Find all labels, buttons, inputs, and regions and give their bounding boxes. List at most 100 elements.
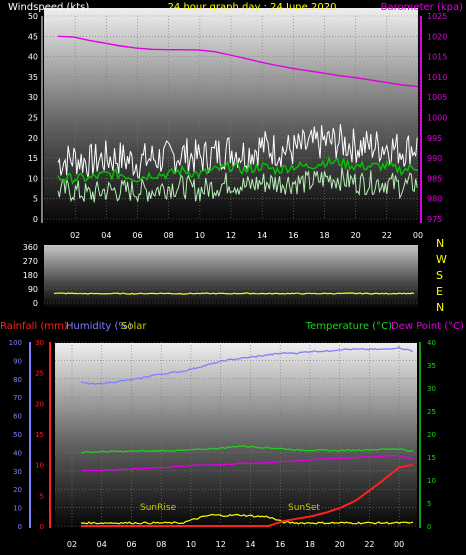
- weather-x-tick-label: 10: [186, 540, 196, 549]
- wind-tick-label: 0: [33, 215, 38, 224]
- wind-tick-label: 25: [28, 114, 38, 123]
- rainfall-tick-label: 30: [35, 339, 44, 347]
- temperature-tick-label: 20: [427, 431, 436, 439]
- weather-x-tick-label: 16: [275, 540, 285, 549]
- dewpoint-axis-label: Dew Point (°C): [391, 321, 464, 332]
- humidity-tick-label: 80: [13, 376, 22, 384]
- dewpoint-line: [80, 454, 414, 472]
- wind-x-tick-label: 08: [164, 231, 174, 240]
- humidity-tick-label: 50: [13, 431, 22, 439]
- wind-x-tick-label: 18: [319, 231, 329, 240]
- rainfall-axis-label: Rainfall (mm): [0, 321, 68, 332]
- sunset-annotation: SunSet: [288, 503, 320, 513]
- rainfall-tick-label: 20: [35, 400, 44, 408]
- wind-x-tick-label: 12: [226, 231, 236, 240]
- temperature-tick-label: 25: [427, 408, 436, 416]
- rainfall-tick-label: 10: [35, 462, 44, 470]
- wind-x-tick-label: 06: [132, 231, 142, 240]
- wind-tick-label: 5: [33, 195, 38, 204]
- weather-x-tick-label: 04: [97, 540, 107, 549]
- wind-x-tick-label: 14: [257, 231, 267, 240]
- wind-tick-label: 20: [28, 134, 38, 143]
- wind-tick-label: 15: [28, 154, 38, 163]
- temperature-tick-label: 30: [427, 385, 436, 393]
- humidity-tick-label: 60: [13, 413, 22, 421]
- direction-tick-label: 270: [23, 257, 38, 266]
- weather-x-tick-label: 06: [126, 540, 136, 549]
- wind-x-tick-label: 10: [195, 231, 205, 240]
- humidity-line: [80, 346, 414, 386]
- compass-label: N: [436, 237, 444, 250]
- wind-tick-label: 50: [28, 12, 38, 21]
- wind-min-line: [57, 167, 418, 203]
- temperature-tick-label: 35: [427, 362, 436, 370]
- rainfall-tick-label: 5: [40, 492, 44, 500]
- direction-tick-label: 0: [33, 299, 38, 308]
- weather-x-tick-label: 18: [305, 540, 315, 549]
- direction-line: [53, 292, 415, 295]
- rainfall-line: [81, 463, 414, 527]
- wind-x-tick-label: 16: [288, 231, 298, 240]
- barometer-tick-label: 975: [427, 215, 442, 224]
- weather-x-tick-label: 20: [335, 540, 345, 549]
- weather-panel-bg: [55, 343, 417, 528]
- sunrise-annotation: SunRise: [140, 503, 177, 513]
- wind-tick-label: 45: [28, 32, 38, 41]
- rainfall-tick-label: 0: [40, 523, 44, 531]
- wind-tick-label: 40: [28, 53, 38, 62]
- temperature-tick-label: 5: [427, 500, 431, 508]
- weather-x-tick-label: 08: [156, 540, 166, 549]
- temperature-tick-label: 0: [427, 523, 431, 531]
- wind-x-tick-label: 00: [413, 231, 423, 240]
- compass-label: W: [436, 253, 447, 266]
- humidity-tick-label: 0: [18, 523, 22, 531]
- temperature-tick-label: 15: [427, 454, 436, 462]
- weather-x-tick-label: 14: [245, 540, 255, 549]
- humidity-axis-label: Humidity (%): [66, 321, 132, 332]
- barometer-tick-label: 1005: [427, 93, 447, 102]
- barometer-tick-label: 1020: [427, 32, 447, 41]
- direction-tick-label: 360: [23, 243, 38, 252]
- barometer-axis-label: Barometer (kpa): [381, 2, 463, 13]
- temperature-line: [80, 444, 414, 454]
- solar-line: [80, 513, 414, 525]
- barometer-tick-label: 990: [427, 154, 442, 163]
- direction-tick-label: 90: [28, 285, 38, 294]
- rainfall-tick-label: 25: [35, 370, 44, 378]
- wind-x-tick-label: 02: [70, 231, 80, 240]
- wind-avg-line: [57, 155, 419, 186]
- wind-gust-line: [57, 124, 418, 179]
- wind-x-tick-label: 20: [351, 231, 361, 240]
- barometer-tick-label: 1015: [427, 53, 447, 62]
- wind-x-tick-label: 22: [382, 231, 392, 240]
- weather-x-tick-label: 02: [67, 540, 77, 549]
- barometer-tick-label: 995: [427, 134, 442, 143]
- barometer-tick-label: 1010: [427, 73, 447, 82]
- chart-title: 24 hour graph day : 24 June 2020: [168, 2, 337, 13]
- wind-axis-label: Windspeed (kts): [8, 2, 89, 13]
- barometer-tick-label: 1025: [427, 12, 447, 21]
- compass-label: E: [436, 285, 443, 298]
- barometer-tick-label: 1000: [427, 114, 447, 123]
- temperature-tick-label: 10: [427, 477, 436, 485]
- rainfall-tick-label: 15: [35, 431, 44, 439]
- weather-x-tick-label: 00: [394, 540, 404, 549]
- solar-axis-label: Solar: [121, 321, 147, 332]
- wind-tick-label: 30: [28, 93, 38, 102]
- compass-label: S: [436, 269, 443, 282]
- humidity-tick-label: 10: [13, 505, 22, 513]
- humidity-tick-label: 100: [9, 339, 22, 347]
- wind-tick-label: 35: [28, 73, 38, 82]
- humidity-tick-label: 40: [13, 449, 22, 457]
- weather-x-tick-label: 12: [216, 540, 226, 549]
- temperature-tick-label: 40: [427, 339, 436, 347]
- wind-tick-label: 10: [28, 174, 38, 183]
- humidity-tick-label: 30: [13, 468, 22, 476]
- barometer-tick-label: 985: [427, 174, 442, 183]
- humidity-tick-label: 20: [13, 486, 22, 494]
- direction-tick-label: 180: [23, 271, 38, 280]
- humidity-tick-label: 90: [13, 357, 22, 365]
- weather-x-tick-label: 22: [364, 540, 374, 549]
- temperature-axis-label: Temperature (°C): [305, 321, 392, 332]
